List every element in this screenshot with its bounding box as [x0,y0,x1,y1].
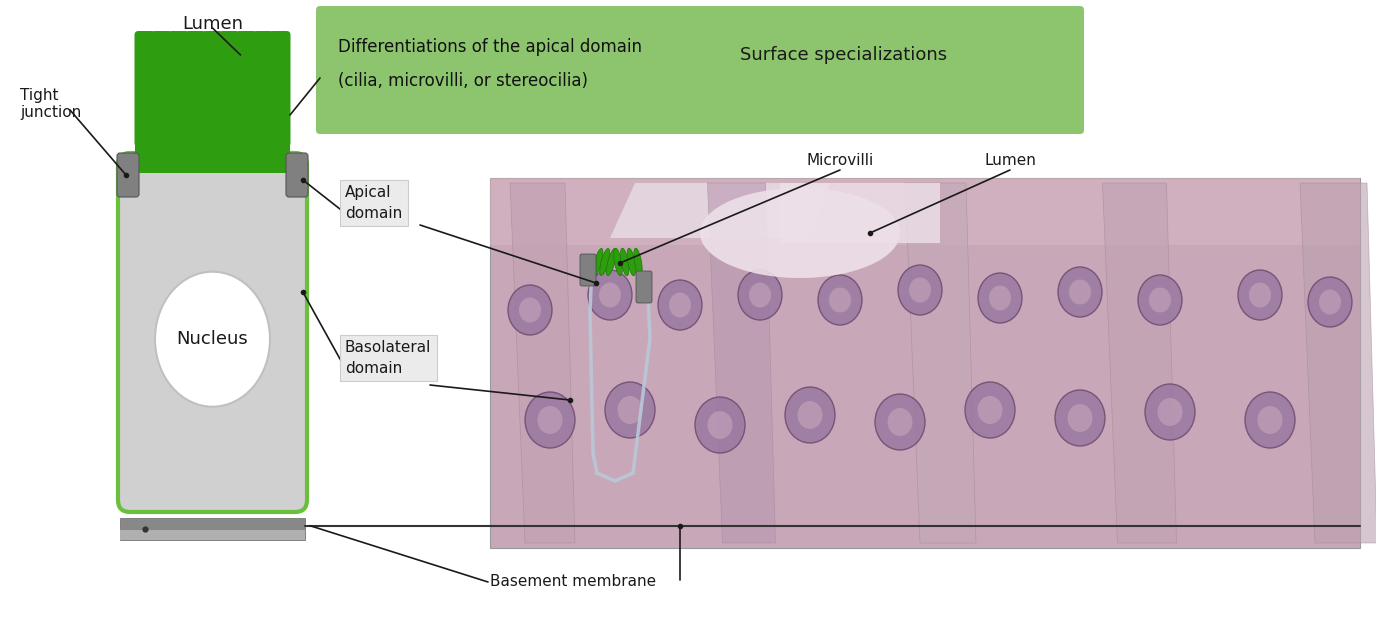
FancyBboxPatch shape [235,31,257,147]
Ellipse shape [978,273,1022,323]
Ellipse shape [607,248,616,276]
FancyBboxPatch shape [219,31,239,147]
Text: Differentiations of the apical domain: Differentiations of the apical domain [338,38,643,56]
Text: Surface specializations: Surface specializations [740,46,947,64]
Text: Apical
domain: Apical domain [345,185,402,221]
Polygon shape [1300,183,1376,543]
Bar [490,178,1359,548]
FancyBboxPatch shape [316,6,1084,134]
Ellipse shape [1309,277,1353,327]
FancyBboxPatch shape [118,153,307,512]
Ellipse shape [634,248,643,276]
FancyBboxPatch shape [135,31,155,147]
Ellipse shape [828,288,850,313]
Ellipse shape [1068,404,1093,432]
Ellipse shape [526,392,575,448]
Ellipse shape [605,382,655,438]
FancyBboxPatch shape [253,31,274,147]
Ellipse shape [618,396,643,424]
Ellipse shape [784,387,835,443]
FancyBboxPatch shape [581,254,596,286]
Polygon shape [510,183,575,543]
Ellipse shape [588,270,632,320]
Ellipse shape [965,382,1015,438]
Ellipse shape [899,265,943,315]
Text: Lumen: Lumen [984,153,1036,168]
Ellipse shape [1145,384,1194,440]
Ellipse shape [600,248,610,276]
Text: (cilia, microvilli, or stereocilia): (cilia, microvilli, or stereocilia) [338,72,588,90]
Polygon shape [610,183,830,238]
FancyBboxPatch shape [636,271,652,303]
Ellipse shape [1258,406,1282,434]
Ellipse shape [888,408,912,436]
Bar [780,183,940,243]
Ellipse shape [1245,392,1295,448]
Ellipse shape [700,188,900,278]
Bar [120,518,305,540]
Ellipse shape [1320,290,1342,314]
FancyBboxPatch shape [151,31,172,147]
Text: Basement membrane: Basement membrane [490,575,656,590]
Ellipse shape [989,286,1011,311]
Ellipse shape [669,293,691,318]
Polygon shape [905,183,976,543]
Text: Basolateral
domain: Basolateral domain [345,340,431,376]
Ellipse shape [875,394,925,450]
Ellipse shape [1149,288,1171,313]
Ellipse shape [1249,283,1271,308]
Ellipse shape [749,283,771,308]
FancyBboxPatch shape [270,31,290,147]
Ellipse shape [519,298,541,323]
Ellipse shape [910,278,932,303]
Ellipse shape [798,401,823,429]
Text: Tight
junction: Tight junction [21,88,81,120]
Polygon shape [707,183,776,543]
FancyBboxPatch shape [186,31,206,147]
Text: Nucleus: Nucleus [176,330,249,348]
Ellipse shape [621,248,629,276]
Ellipse shape [1157,398,1182,426]
Bar [490,178,1359,245]
Ellipse shape [627,248,636,276]
Bar [135,143,290,173]
Ellipse shape [155,271,270,407]
Bar [120,530,305,540]
FancyBboxPatch shape [117,153,139,197]
FancyBboxPatch shape [202,31,223,147]
Ellipse shape [738,270,782,320]
Ellipse shape [599,283,621,308]
FancyBboxPatch shape [168,31,190,147]
Ellipse shape [817,275,861,325]
Ellipse shape [707,411,732,439]
Ellipse shape [1238,270,1282,320]
Ellipse shape [1055,390,1105,446]
Ellipse shape [977,396,1003,424]
Ellipse shape [658,280,702,330]
Ellipse shape [593,248,603,276]
Ellipse shape [1058,267,1102,317]
Ellipse shape [695,397,744,453]
Text: Lumen: Lumen [182,15,244,33]
Text: Microvilli: Microvilli [806,153,874,168]
Ellipse shape [1069,280,1091,305]
Ellipse shape [508,285,552,335]
Ellipse shape [614,248,622,276]
Ellipse shape [538,406,563,434]
Polygon shape [1102,183,1176,543]
FancyBboxPatch shape [286,153,308,197]
Ellipse shape [1138,275,1182,325]
